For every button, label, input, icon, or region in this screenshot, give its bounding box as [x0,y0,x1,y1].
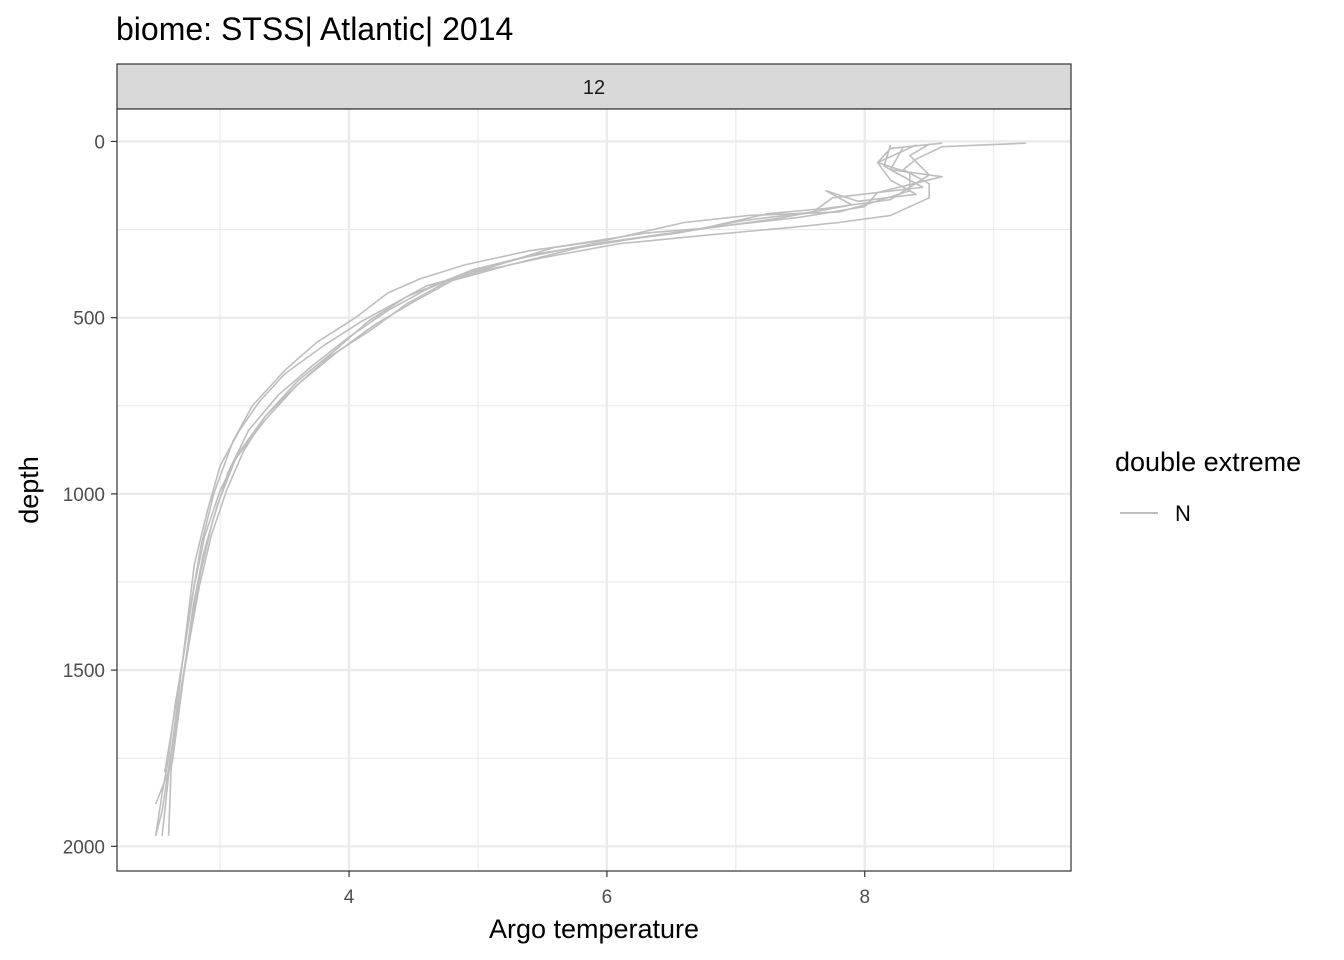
plot-border [116,108,1072,872]
y-axis: 0 500 1000 1500 2000 [63,132,117,858]
x-axis: 4 6 8 [344,871,870,908]
grid-minor [117,109,1071,871]
y-tick-label: 0 [94,132,105,153]
profile-line-6 [154,143,930,836]
legend-title: double extreme [1115,447,1301,477]
x-axis-title: Argo temperature [489,914,699,944]
x-tick-label: 8 [859,887,870,908]
legend-label-n: N [1175,501,1191,526]
facet-strip: 12 [116,63,1072,110]
legend: double extreme N [1115,447,1301,526]
y-tick-label: 1500 [63,661,105,682]
x-tick-label: 4 [344,887,355,908]
profile-line-5 [154,146,943,805]
chart-title: biome: STSS| Atlantic| 2014 [116,11,513,47]
y-tick-label: 2000 [63,837,105,858]
profile-line-1 [161,142,1026,836]
y-tick-label: 1000 [63,485,105,506]
y-tick-label: 500 [73,309,105,330]
facet-strip-label: 12 [583,77,605,99]
x-tick-label: 6 [602,887,613,908]
plot-panel [117,109,1071,871]
series-lines [154,142,1026,836]
y-axis-title: depth [14,456,44,524]
profile-line-3 [163,144,918,773]
grid-major [117,109,1071,871]
facet-strip-box [116,63,1072,110]
